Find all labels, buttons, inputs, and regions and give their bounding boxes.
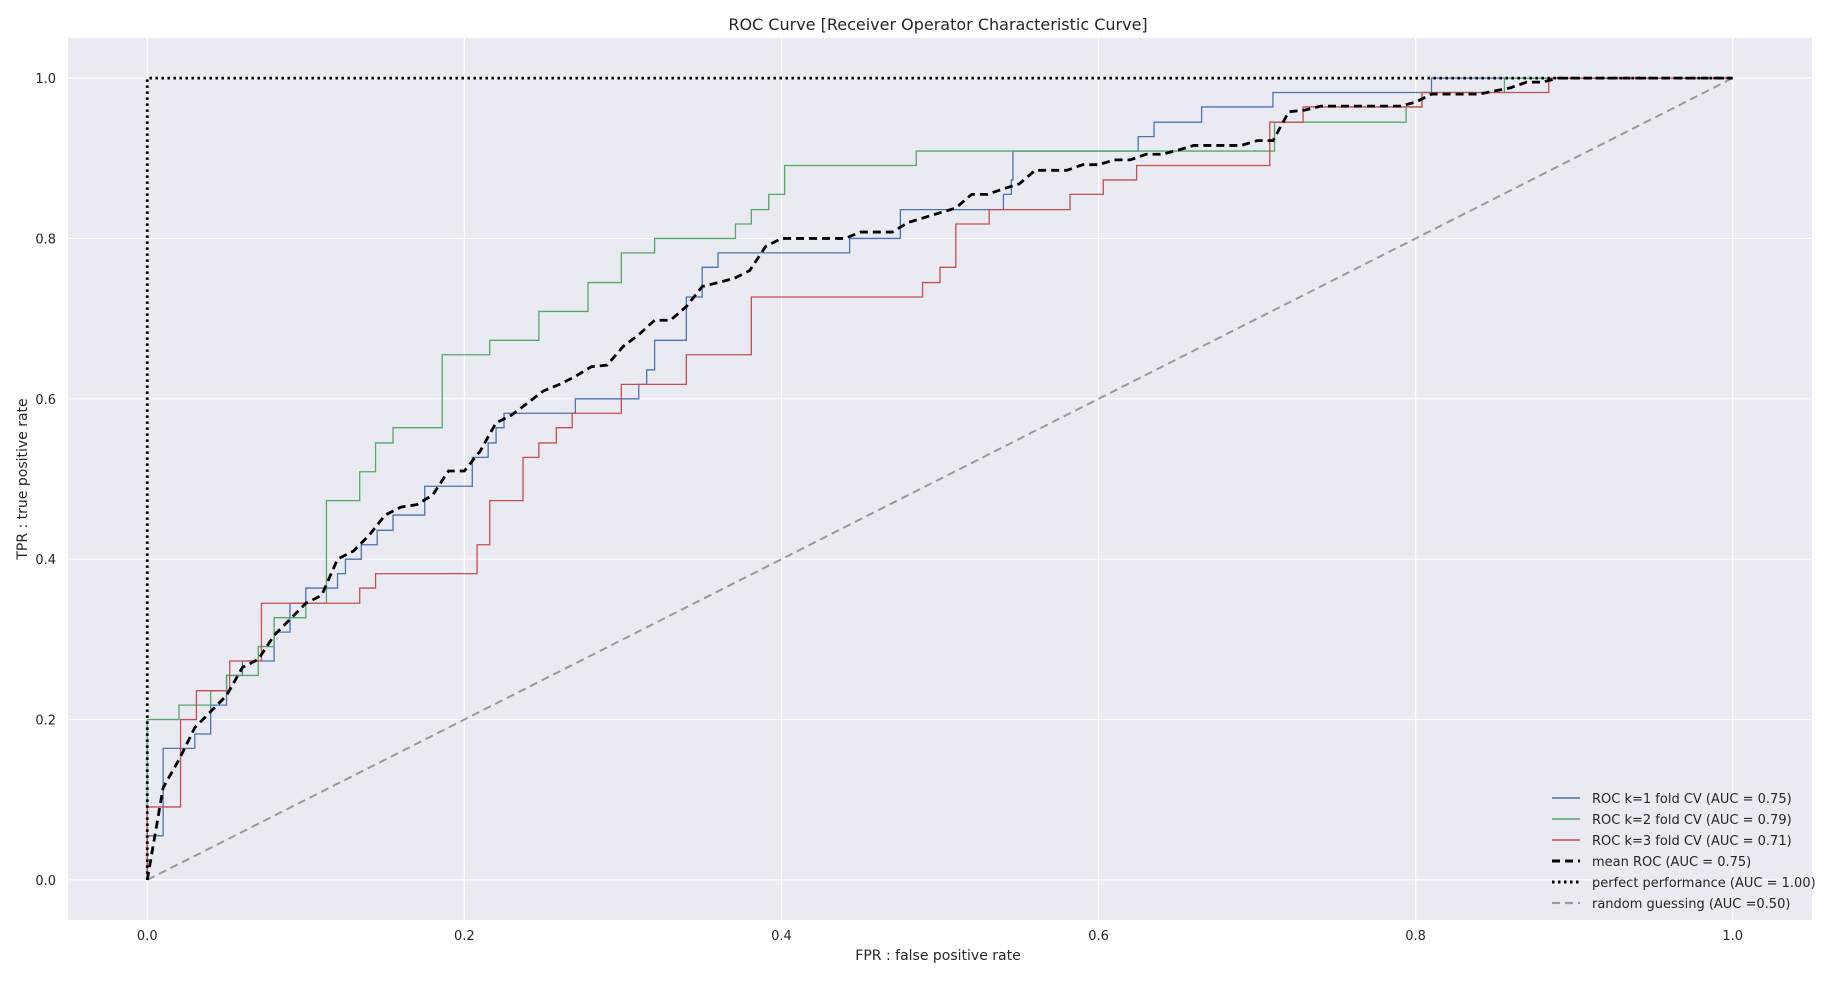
x-tick-label: 0.8: [1405, 929, 1426, 944]
y-tick-label: 0.0: [35, 874, 56, 889]
x-axis-label: FPR : false positive rate: [855, 948, 1020, 964]
x-tick-label: 0.4: [771, 929, 792, 944]
y-tick-label: 0.8: [35, 232, 56, 247]
y-tick-label: 1.0: [35, 72, 56, 87]
legend-label: random guessing (AUC =0.50): [1592, 897, 1790, 912]
x-tick-labels: 0.0 0.2 0.4 0.6 0.8 1.0: [137, 929, 1743, 944]
series-line-0: [146, 77, 1733, 880]
legend-label: ROC k=2 fold CV (AUC = 0.79): [1592, 813, 1792, 828]
series-line-5: [146, 77, 1734, 881]
legend-label: ROC k=3 fold CV (AUC = 0.71): [1592, 834, 1792, 849]
legend: ROC k=1 fold CV (AUC = 0.75) ROC k=2 fold…: [1552, 792, 1816, 912]
y-axis-label: TPR : true positive rate: [15, 398, 31, 560]
y-tick-label: 0.6: [35, 393, 56, 408]
series-line-2: [146, 77, 1733, 880]
series-line-1: [146, 77, 1733, 880]
reference-lines: [146, 77, 1734, 881]
chart-title: ROC Curve [Receiver Operator Characteris…: [728, 15, 1147, 34]
y-tick-labels: 0.0 0.2 0.4 0.6 0.8 1.0: [35, 72, 56, 889]
series-line-3: [145, 76, 1733, 881]
legend-label: ROC k=1 fold CV (AUC = 0.75): [1592, 792, 1792, 807]
x-tick-label: 0.6: [1088, 929, 1109, 944]
x-tick-label: 0.0: [137, 929, 158, 944]
y-tick-label: 0.4: [35, 553, 56, 568]
legend-label: perfect performance (AUC = 1.00): [1592, 876, 1816, 891]
x-tick-label: 0.2: [454, 929, 475, 944]
legend-label: mean ROC (AUC = 0.75): [1592, 855, 1751, 870]
x-tick-label: 1.0: [1722, 929, 1743, 944]
series-lines: [145, 76, 1733, 881]
y-tick-label: 0.2: [35, 714, 56, 729]
